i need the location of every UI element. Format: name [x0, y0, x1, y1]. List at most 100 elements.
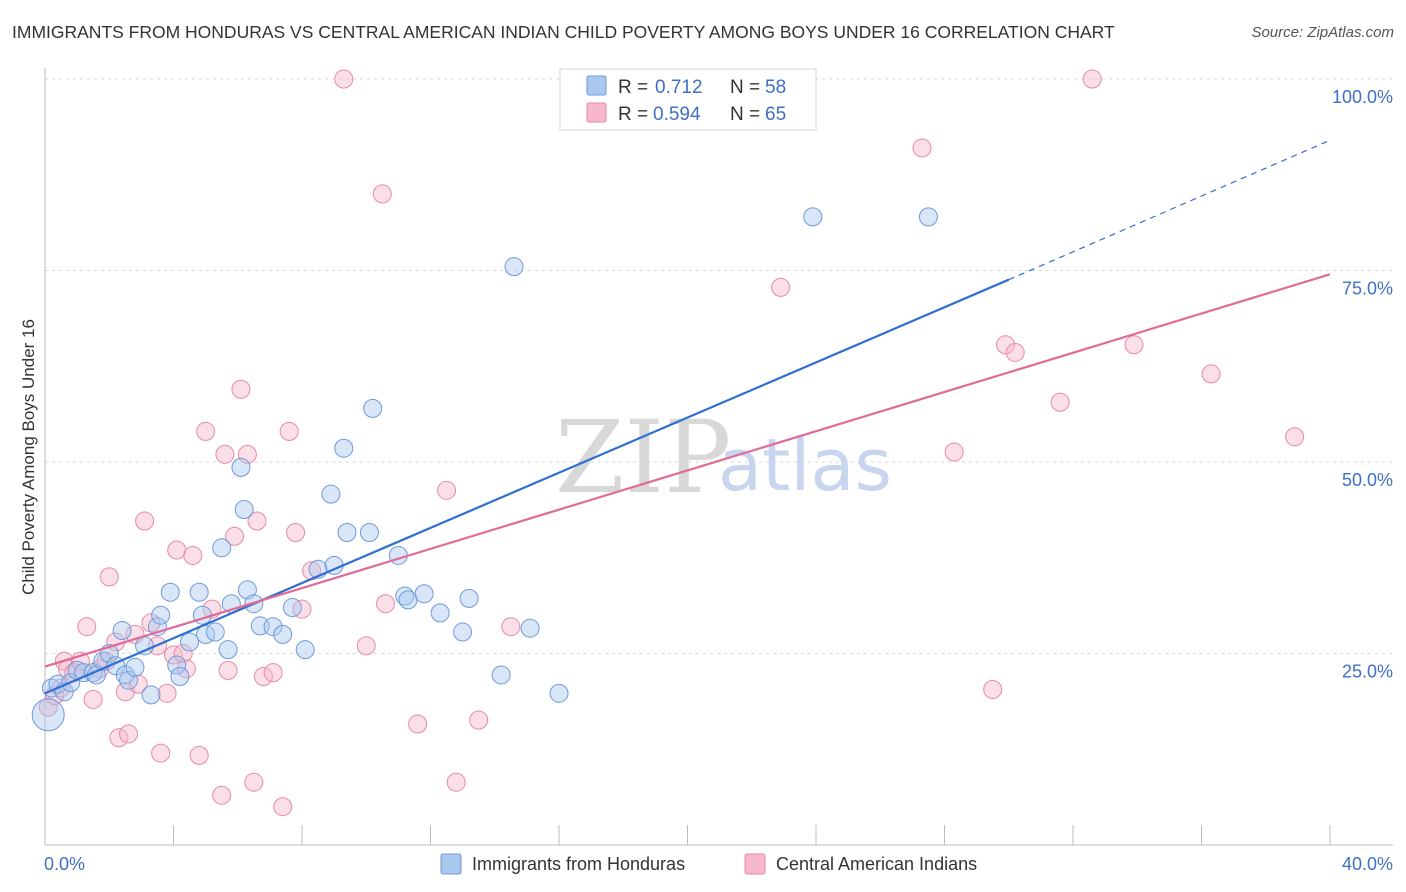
legend-r-label-pink: R = [618, 104, 648, 125]
pink-point-39 [253, 666, 273, 686]
trendline-blue-extension [1008, 139, 1331, 281]
legend-r-label-blue: R = [618, 77, 648, 98]
blue-point-16 [141, 685, 161, 705]
pink-point-61 [1050, 392, 1070, 412]
blue-point-58 [918, 207, 938, 227]
blue-point-44 [359, 522, 379, 542]
pink-point-41 [273, 797, 293, 817]
pink-point-57 [944, 442, 964, 462]
watermark: ZIP atlas [555, 399, 892, 516]
pink-point-62 [1082, 69, 1102, 89]
pink-point-49 [376, 594, 396, 614]
pink-point-50 [408, 714, 428, 734]
blue-point-45 [363, 398, 383, 418]
blue-point-48 [398, 590, 418, 610]
blue-point-38 [295, 640, 315, 660]
bottom-legend-swatch-pink [744, 853, 766, 875]
blue-point-51 [459, 588, 479, 608]
series-central-american-indians-points [38, 69, 1305, 817]
watermark-zip: ZIP [555, 399, 731, 516]
pink-point-37 [244, 772, 264, 792]
pink-point-52 [446, 772, 466, 792]
legend-n-value-pink: 65 [765, 104, 786, 125]
blue-point-30 [231, 457, 251, 477]
series-immigrants-from-honduras-points [31, 207, 938, 732]
blue-point-12 [115, 665, 135, 685]
legend-r-value-pink: 0.594 [653, 104, 701, 125]
legend-swatch-blue [586, 75, 607, 96]
pink-point-33 [218, 660, 238, 680]
pink-point-58 [983, 680, 1003, 700]
gridlines [45, 78, 1393, 654]
blue-point-20 [167, 655, 187, 675]
blue-point-22 [180, 632, 200, 652]
blue-point-36 [273, 624, 293, 644]
pink-point-26 [176, 659, 196, 679]
y-tick-label-2: 75.0% [1342, 279, 1393, 299]
blue-point-23 [189, 582, 209, 602]
bottom-legend-label-blue: Immigrants from Honduras [472, 854, 685, 874]
pink-point-48 [372, 184, 392, 204]
pink-point-55 [771, 277, 791, 297]
x-tick-labels: 0.0% 40.0% [44, 854, 1393, 874]
bottom-legend: Immigrants from Honduras Central America… [440, 853, 977, 875]
blue-point-59 [31, 698, 65, 732]
blue-point-53 [491, 665, 511, 685]
y-tick-label-1: 50.0% [1342, 470, 1393, 490]
blue-point-49 [414, 584, 434, 604]
pink-point-53 [469, 710, 489, 730]
x-tick-label-0: 0.0% [44, 854, 85, 874]
pink-point-34 [225, 526, 245, 546]
blue-point-26 [205, 622, 225, 642]
pink-point-31 [212, 785, 232, 805]
pink-point-38 [247, 511, 267, 531]
pink-point-8 [83, 689, 103, 709]
blue-point-28 [218, 640, 238, 660]
x-tick-label-1: 40.0% [1342, 854, 1393, 874]
top-legend: R = 0.712 N = 58 R = 0.594 N = 65 [559, 68, 817, 131]
blue-point-21 [170, 666, 190, 686]
blue-point-42 [334, 438, 354, 458]
pink-point-42 [279, 421, 299, 441]
blue-point-46 [388, 545, 408, 565]
pink-point-24 [167, 540, 187, 560]
y-tick-label-3: 100.0% [1332, 87, 1393, 107]
trendline-blue [44, 278, 1010, 695]
pink-point-64 [1201, 364, 1221, 384]
pink-point-63 [1124, 335, 1144, 355]
pink-point-25 [173, 644, 193, 663]
pink-point-59 [996, 335, 1016, 355]
pink-point-29 [196, 421, 216, 441]
blue-point-18 [151, 605, 171, 625]
blue-point-52 [453, 622, 473, 642]
pink-point-11 [99, 567, 119, 587]
pink-point-35 [231, 379, 251, 399]
pink-point-21 [151, 743, 171, 763]
pink-point-18 [135, 511, 155, 531]
y-tick-label-0: 25.0% [1342, 662, 1393, 682]
blue-point-40 [321, 484, 341, 504]
pink-point-0 [38, 697, 58, 717]
pink-point-17 [128, 674, 148, 694]
legend-r-value-blue: 0.712 [655, 77, 703, 98]
legend-n-label-blue: N = [730, 77, 760, 98]
pink-point-60 [1005, 342, 1025, 362]
pink-point-44 [292, 599, 312, 619]
legend-n-label-pink: N = [730, 104, 760, 125]
pink-point-27 [183, 545, 203, 565]
pink-point-28 [189, 745, 209, 765]
pink-point-22 [157, 683, 177, 703]
bottom-legend-swatch-blue [440, 853, 462, 875]
legend-swatch-pink [586, 102, 607, 123]
pink-point-15 [119, 724, 139, 744]
bottom-legend-label-pink: Central American Indians [776, 854, 977, 874]
blue-point-57 [803, 207, 823, 227]
blue-point-14 [125, 657, 145, 677]
blue-point-50 [430, 603, 450, 623]
pink-point-47 [356, 636, 376, 656]
blue-point-19 [160, 582, 180, 602]
pink-point-51 [437, 480, 457, 500]
pink-point-43 [286, 522, 306, 542]
blue-point-35 [263, 617, 283, 637]
